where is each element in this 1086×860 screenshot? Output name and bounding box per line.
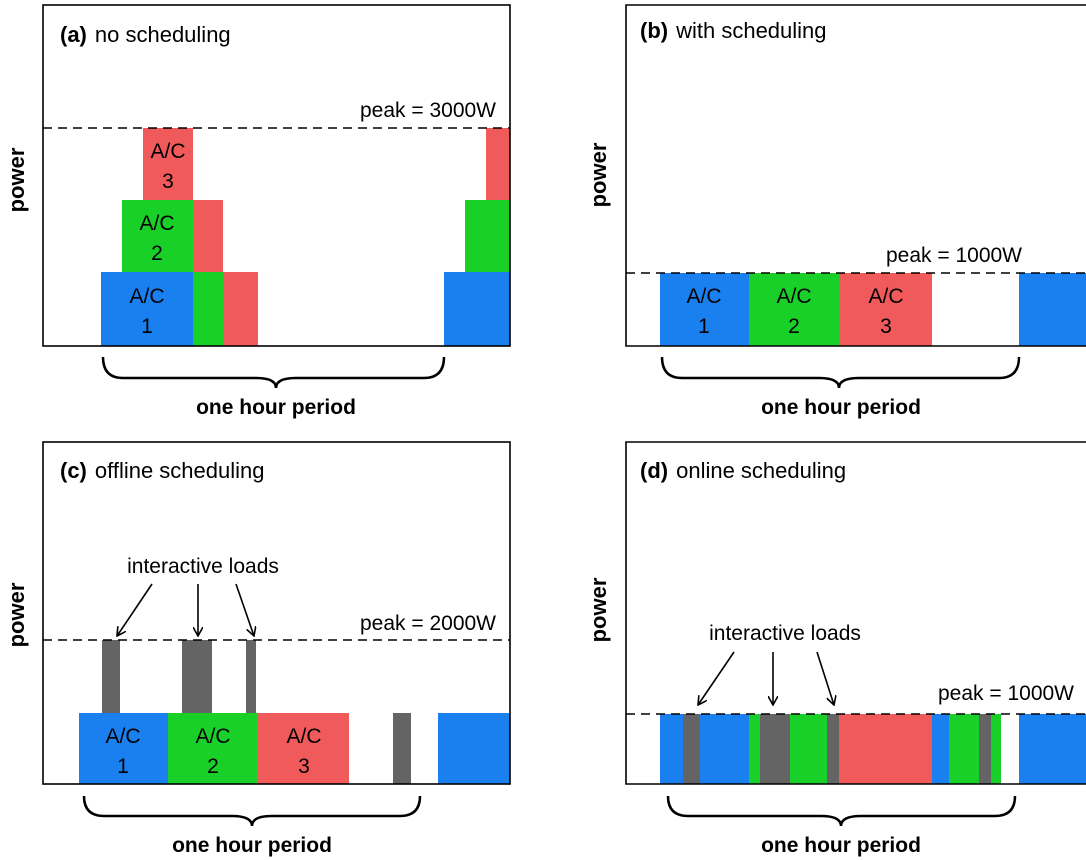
panel-b: power A/C 1 A/C 2 A/C 3 peak = 1000W (b)…: [586, 4, 1086, 419]
panel-d-interactive-label: interactive loads: [709, 622, 861, 645]
panel-a-ac3-stack-segment: [193, 200, 223, 272]
panel-d-tag: (d): [640, 458, 668, 483]
panel-b-ac2-block: [749, 273, 840, 346]
panel-c-tag: (c): [60, 458, 87, 483]
panel-c-title-text: offline scheduling: [95, 458, 265, 483]
panel-b-axis-label: power: [586, 142, 611, 207]
panel-d-frame: [625, 441, 1086, 785]
panel-d-peak-label: peak = 1000W: [938, 682, 1074, 705]
panel-a-ac1-label-line1: A/C: [129, 285, 164, 308]
panel-a-title-text: no scheduling: [95, 22, 231, 47]
panel-c-ac3-block: [258, 713, 349, 784]
panel-b-ac2-label-line2: 2: [788, 315, 800, 338]
panel-c-interactive-load: [246, 640, 256, 713]
panel-a-ac2-segment: [193, 272, 223, 346]
panel-b-ac1-repeat: [1019, 273, 1086, 346]
panel-d-ac3-segment: [839, 714, 932, 784]
panel-d-ac1-segment: [660, 714, 683, 784]
panel-c-period-brace: [82, 795, 422, 827]
panel-a-peak-label: peak = 3000W: [360, 99, 496, 122]
panel-c-ac3-label-line1: A/C: [286, 725, 321, 748]
panel-b-title-text: with scheduling: [675, 18, 826, 43]
panel-c-period-label: one hour period: [172, 834, 332, 857]
panel-a-axis-label: power: [4, 147, 29, 212]
panel-c-interactive-load: [393, 713, 411, 784]
panel-d-ac1-repeat: [1019, 714, 1086, 784]
panel-c-interactive-load: [182, 640, 212, 713]
panel-c-ac1-label-line2: 1: [117, 755, 129, 778]
panel-d-axis-label: power: [586, 577, 611, 642]
panel-d-arrow: [816, 651, 834, 705]
panel-a-ac2-repeat: [465, 200, 510, 272]
panel-c-ac2-block: [168, 713, 258, 784]
panel-c-axis-label: power: [4, 582, 29, 647]
panel-a-bars: [101, 128, 510, 346]
panel-b-ac1-label-line2: 1: [698, 315, 710, 338]
panel-b-period-label: one hour period: [761, 396, 921, 419]
panel-a-ac3-label-line2: 3: [162, 170, 174, 193]
panel-c-interactive-load: [102, 640, 120, 713]
panel-a-title: (a) no scheduling: [60, 22, 231, 47]
panel-a-ac1-block: [101, 272, 193, 346]
panel-c-arrow: [117, 583, 153, 636]
panel-b-bars: [660, 273, 1086, 346]
panel-b-ac1-label-line1: A/C: [686, 285, 721, 308]
panel-a-period-label: one hour period: [196, 396, 356, 419]
panel-d-ac2-segment: [749, 714, 760, 784]
panel-a-frame: [42, 4, 511, 347]
panel-a-ac1-label-line2: 1: [141, 315, 153, 338]
panel-a-ac2-block: [122, 200, 193, 272]
panel-c-bars: [79, 640, 510, 784]
panel-b-ac3-block: [840, 273, 932, 346]
panel-c: power A/C 1 A/C 2 A/C 3 peak = 2000W int…: [4, 441, 511, 857]
panel-a-ac3-repeat: [486, 128, 510, 200]
panel-d-ac1-segment: [932, 714, 949, 784]
panel-b-frame: [625, 4, 1086, 347]
panel-d-interactive-load: [683, 714, 700, 784]
panel-b-ac1-block: [660, 273, 749, 346]
panel-d-interactive-load: [979, 714, 991, 784]
panel-c-ac2-label-line1: A/C: [195, 725, 230, 748]
panel-d-title-text: online scheduling: [676, 458, 846, 483]
panel-c-peak-label: peak = 2000W: [360, 612, 496, 635]
panel-c-interactive-label: interactive loads: [127, 555, 279, 578]
panel-d-period-brace: [666, 795, 1017, 827]
panel-b-period-brace: [660, 356, 1021, 389]
panel-d-ac2-segment: [949, 714, 979, 784]
panel-c-ac1-block: [79, 713, 168, 784]
panel-a-ac2-label-line2: 2: [151, 242, 163, 265]
panel-d-ac2-segment: [790, 714, 827, 784]
panel-b-title: (b) with scheduling: [640, 18, 827, 43]
panel-a-ac3-label-line1: A/C: [150, 140, 185, 163]
panel-a-tag: (a): [60, 22, 87, 47]
panel-b-peak-label: peak = 1000W: [886, 244, 1022, 267]
panel-b-tag: (b): [640, 18, 668, 43]
panel-a-ac1-repeat: [444, 272, 510, 346]
panel-a-ac2-label-line1: A/C: [139, 212, 174, 235]
panel-b-ac2-label-line1: A/C: [776, 285, 811, 308]
panel-d-period-label: one hour period: [761, 834, 921, 857]
panel-c-ac2-label-line2: 2: [207, 755, 219, 778]
panel-d-ac2-segment: [991, 714, 1001, 784]
panel-d-interactive-load: [760, 714, 790, 784]
panel-c-ac1-repeat: [438, 713, 510, 784]
panel-a-ac3-segment: [223, 272, 258, 346]
panel-c-ac3-label-line2: 3: [298, 755, 310, 778]
panel-d-interactive-load: [827, 714, 839, 784]
panel-d-arrow: [698, 651, 735, 705]
panel-a-period-brace: [101, 356, 446, 389]
panel-c-ac1-label-line1: A/C: [105, 725, 140, 748]
panel-b-ac3-label-line1: A/C: [868, 285, 903, 308]
panel-d-ac1-segment: [700, 714, 749, 784]
panel-d-title: (d) online scheduling: [640, 458, 846, 483]
panel-c-title: (c) offline scheduling: [60, 458, 265, 483]
panel-a-ac3-block: [143, 128, 193, 200]
panel-b-ac3-label-line2: 3: [880, 315, 892, 338]
panel-a: power A/C 1 A/C 2 A/C 3 peak = 3000W (a)…: [4, 4, 511, 419]
panel-d-bars: [660, 714, 1086, 784]
panel-c-frame: [42, 441, 511, 785]
panel-d: power peak = 1000W interactive loads (d)…: [586, 441, 1086, 857]
panel-c-arrow: [235, 583, 254, 636]
